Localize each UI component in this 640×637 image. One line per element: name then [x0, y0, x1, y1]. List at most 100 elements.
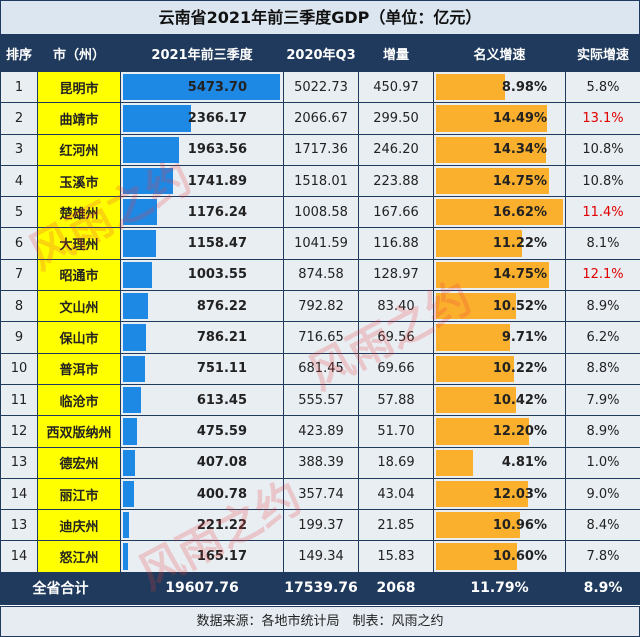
city-cell-value: 临沧市 — [59, 394, 99, 410]
increase-cell-value: 43.04 — [377, 486, 415, 502]
table-row: 11 临沧市 613.45 555.57 57.88 10.42% 7.9% — [0, 383, 640, 417]
total-label-value: 全省合计 — [32, 581, 89, 598]
gdp-2021-cell-value: 876.22 — [196, 298, 247, 314]
table-row: 14 丽江市 400.78 357.74 43.04 12.03% 9.0% — [0, 477, 640, 511]
city-cell: 丽江市 — [37, 477, 121, 511]
gdp-2020-cell-value: 357.74 — [298, 486, 344, 502]
nominal-growth-bar — [436, 543, 517, 570]
increase-cell: 299.50 — [358, 102, 434, 135]
gdp-2021-cell: 2366.17 — [120, 102, 284, 135]
real-growth-cell-value: 10.8% — [582, 142, 624, 158]
city-cell-value: 丽江市 — [59, 488, 99, 504]
table-row: 6 大理州 1158.47 1041.59 116.88 11.22% 8.1% — [0, 227, 640, 260]
gdp-2020-cell-value: 1008.58 — [294, 204, 348, 220]
increase-cell: 223.88 — [358, 164, 434, 198]
gdp-2020-cell: 1008.58 — [283, 196, 359, 229]
city-cell: 昆明市 — [37, 70, 121, 104]
gdp-2021-cell: 1003.55 — [120, 258, 284, 292]
nominal-growth-bar — [436, 293, 517, 320]
increase-cell-value: 18.69 — [377, 455, 415, 471]
total-nominal-growth-value: 11.79% — [470, 580, 529, 597]
gdp-2021-cell-value: 475.59 — [196, 423, 247, 439]
city-cell: 迪庆州 — [37, 509, 121, 542]
city-cell-value: 玉溪市 — [59, 175, 99, 191]
gdp-2021-cell: 786.21 — [120, 321, 284, 354]
gdp-2020-cell-value: 1041.59 — [294, 236, 348, 252]
gdp-2021-cell: 221.22 — [120, 509, 284, 542]
nominal-growth-bar — [436, 324, 511, 351]
nominal-growth-cell-value: 11.22% — [492, 236, 547, 252]
increase-cell-value: 51.70 — [377, 423, 415, 439]
nominal-growth-cell-value: 14.75% — [492, 267, 547, 283]
gdp-2021-cell-value: 2366.17 — [187, 110, 247, 126]
gdp-2021-cell: 876.22 — [120, 290, 284, 323]
city-cell: 西双版纳州 — [37, 415, 121, 448]
nominal-growth-cell: 11.22% — [433, 227, 566, 260]
gdp-2020-cell: 388.39 — [283, 446, 359, 479]
nominal-growth-cell-value: 4.81% — [501, 455, 547, 471]
increase-cell: 69.66 — [358, 352, 434, 385]
real-growth-cell-value: 5.8% — [586, 79, 620, 95]
gdp-2020-cell-value: 1518.01 — [294, 173, 348, 189]
gdp-2020-cell-value: 199.37 — [298, 517, 344, 533]
gdp-2021-cell-value: 407.08 — [196, 455, 247, 471]
city-cell: 临沧市 — [37, 383, 121, 417]
increase-cell: 43.04 — [358, 477, 434, 511]
nominal-growth-bar — [436, 449, 473, 476]
rank-cell: 9 — [0, 321, 38, 354]
real-growth-cell: 13.1% — [565, 102, 640, 135]
rank-cell: 13 — [0, 509, 38, 542]
gdp-2020-cell-value: 792.82 — [298, 298, 344, 314]
gdp-bar — [123, 355, 145, 382]
total-increase-value: 2068 — [376, 580, 416, 597]
gdp-2020-cell: 792.82 — [283, 290, 359, 323]
nominal-growth-bar — [436, 355, 515, 382]
increase-cell-value: 116.88 — [373, 236, 419, 252]
header-city: 市（州） — [37, 34, 121, 72]
gdp-2021-cell: 165.17 — [120, 540, 284, 573]
gdp-2021-cell: 613.45 — [120, 383, 284, 417]
gdp-2020-cell-value: 2066.67 — [294, 110, 348, 126]
gdp-2021-cell-value: 400.78 — [196, 486, 247, 502]
city-cell: 大理州 — [37, 227, 121, 260]
gdp-bar — [123, 543, 128, 570]
rank-cell: 5 — [0, 196, 38, 229]
nominal-growth-cell: 12.20% — [433, 415, 566, 448]
city-cell-value: 怒江州 — [59, 551, 99, 567]
increase-cell: 246.20 — [358, 133, 434, 166]
rank-cell-value: 3 — [14, 142, 24, 158]
gdp-2020-cell-value: 149.34 — [298, 549, 344, 565]
source-footer: 数据来源：各地市统计局 制表：风雨之约 — [0, 606, 640, 637]
increase-cell-value: 15.83 — [377, 549, 415, 565]
gdp-bar — [123, 449, 135, 476]
table-title: 云南省2021年前三季度GDP（单位：亿元） — [0, 0, 640, 35]
real-growth-cell: 10.8% — [565, 133, 640, 166]
nominal-growth-cell-value: 9.71% — [501, 330, 547, 346]
rank-cell-value: 11 — [10, 392, 28, 408]
table-row: 4 玉溪市 1741.89 1518.01 223.88 14.75% 10.8% — [0, 164, 640, 198]
real-growth-cell: 8.4% — [565, 509, 640, 542]
gdp-bar — [123, 418, 137, 445]
gdp-2020-cell: 357.74 — [283, 477, 359, 511]
gdp-bar — [123, 324, 146, 351]
real-growth-cell: 8.9% — [565, 290, 640, 323]
gdp-2020-cell-value: 388.39 — [298, 455, 344, 471]
increase-cell-value: 299.50 — [373, 110, 419, 126]
city-cell: 德宏州 — [37, 446, 121, 479]
real-growth-cell: 7.9% — [565, 383, 640, 417]
city-cell-value: 文山州 — [59, 300, 99, 316]
gdp-2020-cell-value: 716.65 — [298, 330, 344, 346]
gdp-bar — [123, 386, 141, 414]
rank-cell-value: 13 — [10, 517, 28, 533]
header-gdp-2021: 2021年前三季度 — [120, 34, 284, 72]
rank-cell-value: 8 — [14, 298, 24, 314]
increase-cell-value: 57.88 — [377, 392, 415, 408]
gdp-2020-cell: 199.37 — [283, 509, 359, 542]
increase-cell: 15.83 — [358, 540, 434, 573]
gdp-2021-cell: 1741.89 — [120, 164, 284, 198]
city-cell-value: 保山市 — [59, 332, 99, 348]
gdp-2021-cell: 1176.24 — [120, 196, 284, 229]
table-row: 9 保山市 786.21 716.65 69.56 9.71% 6.2% — [0, 321, 640, 354]
nominal-growth-cell: 14.49% — [433, 102, 566, 135]
real-growth-cell: 5.8% — [565, 70, 640, 104]
